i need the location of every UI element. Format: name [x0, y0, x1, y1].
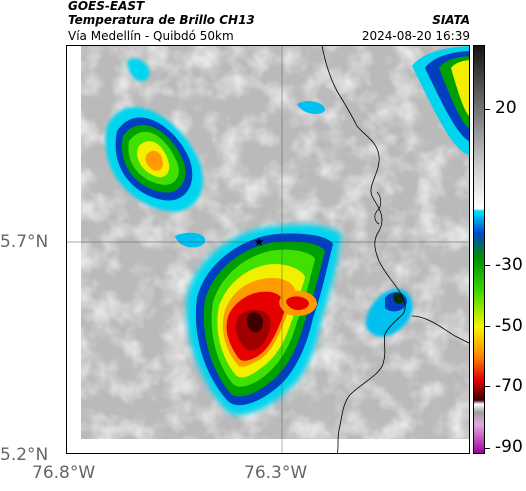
region-subtitle: Vía Medellín - Quibdó 50km	[68, 29, 234, 43]
source-label: SIATA	[432, 13, 470, 27]
colorbar-label: -90	[495, 437, 523, 457]
colorbar-tick	[485, 448, 490, 449]
colorbar-tick	[485, 386, 490, 387]
colorbar-tick	[485, 265, 490, 266]
datetime-label: 2024-08-20 16:39	[361, 29, 470, 43]
product-title: Temperatura de Brillo CH13	[68, 13, 255, 27]
colorbar-label: 20	[495, 98, 517, 118]
lat-label-5-7: 5.7°N	[0, 232, 49, 252]
cloud-cell-main	[186, 224, 342, 415]
temperature-colorbar	[473, 45, 485, 454]
star-icon: ★	[254, 235, 265, 249]
colorbar-label: -30	[495, 255, 523, 275]
colorbar-label: -50	[495, 316, 523, 336]
colorbar-tick	[485, 326, 490, 327]
cloud-cell-northwest	[105, 107, 203, 212]
brightness-temperature-image: ★	[67, 46, 469, 453]
colorbar-label: -70	[495, 376, 523, 396]
lat-label-5-2: 5.2°N	[0, 445, 49, 465]
colorbar-tick	[485, 109, 490, 110]
lon-label-76-8: 76.8°W	[32, 463, 96, 483]
lon-label-76-3: 76.3°W	[244, 463, 308, 483]
department-border	[321, 46, 406, 453]
satellite-title: GOES-EAST	[68, 0, 145, 13]
satellite-map[interactable]: ★	[66, 45, 470, 454]
